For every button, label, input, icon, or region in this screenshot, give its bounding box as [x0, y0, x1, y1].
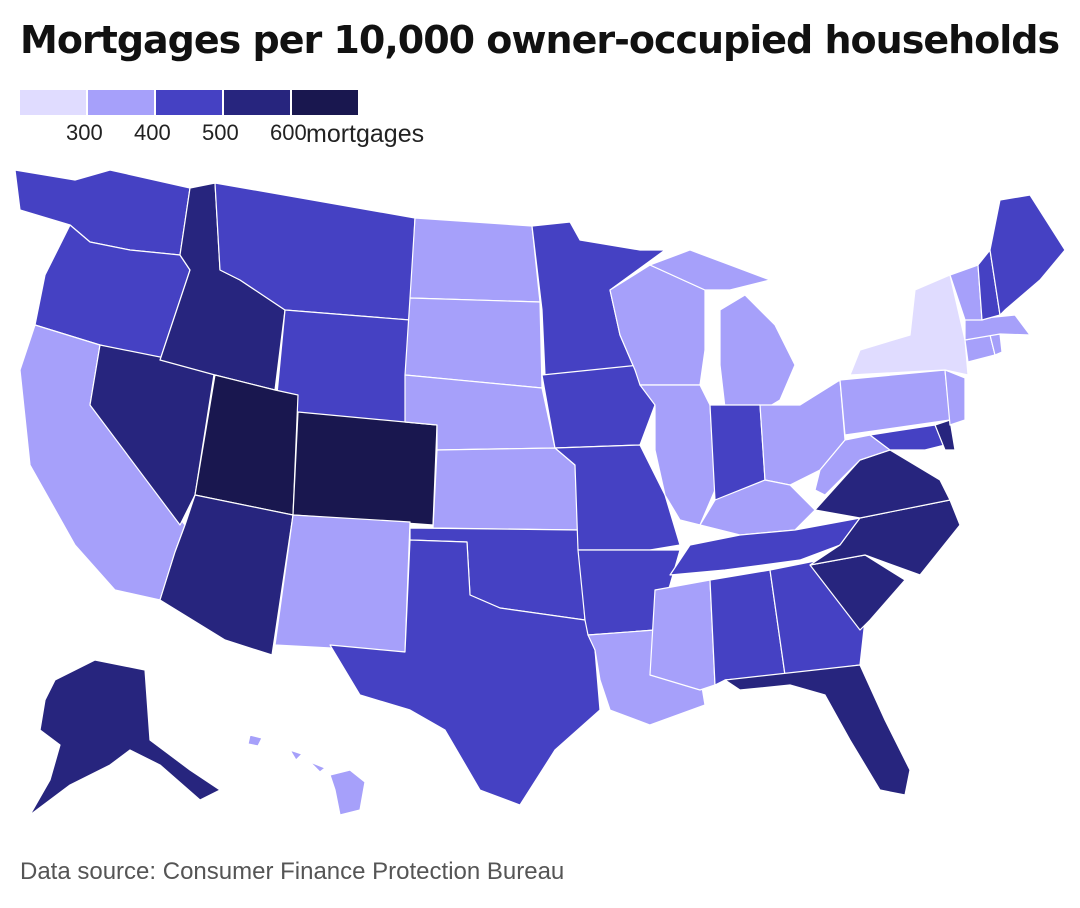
state-westvirginia: [814, 434, 891, 496]
state-michigan-upper: [649, 249, 771, 291]
state-iowa: [541, 364, 656, 449]
color-legend: 300 400 500 600 mortgages: [20, 90, 460, 150]
state-newyork: [849, 274, 969, 376]
state-alaska: [29, 659, 221, 816]
legend-swatch-5: [292, 90, 358, 115]
state-maryland: [869, 424, 946, 451]
state-illinois: [639, 384, 716, 526]
state-colorado: [292, 411, 438, 526]
state-florida: [724, 664, 911, 796]
state-northdakota: [409, 217, 541, 303]
state-hawaii: [247, 734, 366, 816]
state-kansas: [432, 447, 579, 531]
legend-unit-label: mortgages: [306, 120, 425, 148]
state-maine: [989, 194, 1066, 316]
state-washington: [14, 169, 191, 256]
state-mississippi: [649, 579, 716, 691]
legend-tick-300: 300: [66, 120, 103, 145]
data-source-note: Data source: Consumer Finance Protection…: [20, 858, 565, 885]
state-newjersey: [944, 369, 966, 426]
legend-tick-500: 500: [202, 120, 239, 145]
us-choropleth-map: [14, 169, 1066, 816]
legend-tick-400: 400: [134, 120, 171, 145]
state-newmexico: [274, 514, 411, 653]
state-texas: [329, 539, 601, 806]
legend-swatch-4: [224, 90, 290, 115]
legend-tick-600: 600: [270, 120, 307, 145]
state-delaware: [934, 419, 956, 451]
chart-title: Mortgages per 10,000 owner-occupied hous…: [20, 18, 1060, 62]
state-michigan-lower: [719, 294, 796, 413]
legend-swatches: [20, 90, 360, 115]
legend-swatch-2: [88, 90, 154, 115]
state-southdakota: [404, 297, 543, 389]
legend-swatch-1: [20, 90, 86, 115]
state-missouri: [554, 444, 681, 551]
legend-swatch-3: [156, 90, 222, 115]
state-massachusetts: [964, 314, 1031, 341]
